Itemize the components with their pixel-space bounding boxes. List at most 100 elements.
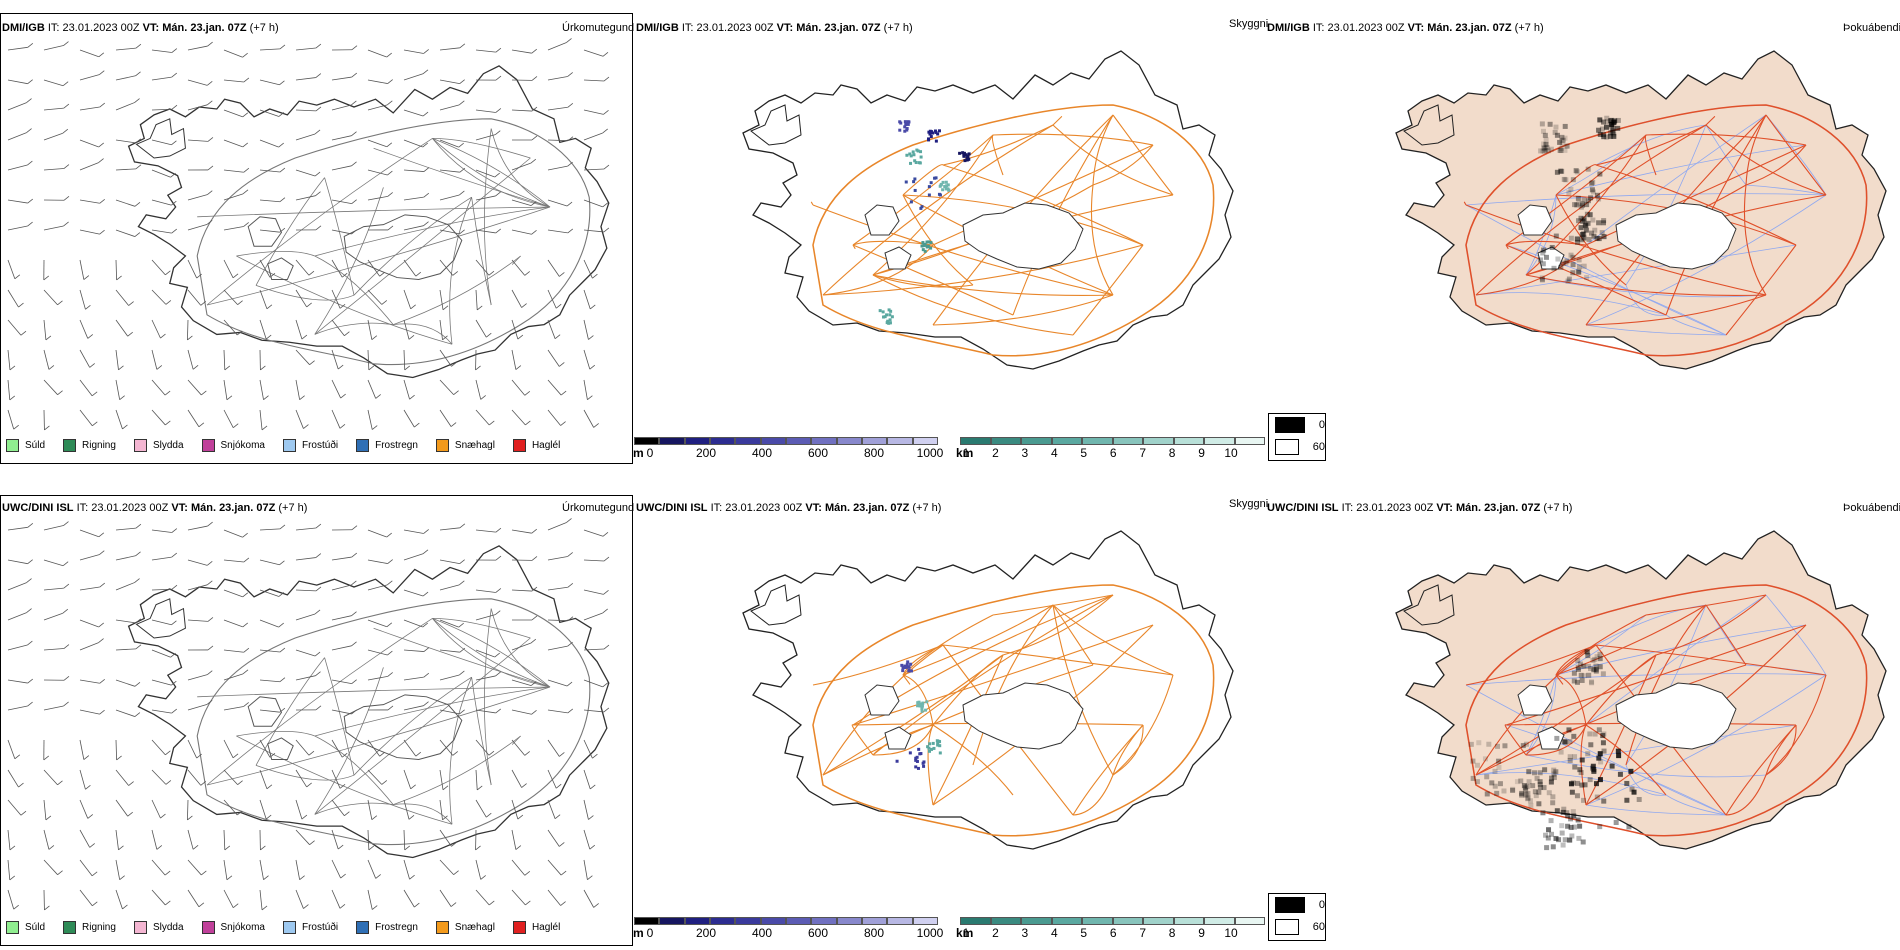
fog-cell: [1574, 236, 1580, 242]
visibility-cell: [904, 122, 908, 126]
fog-cell: [1584, 211, 1590, 217]
wind-barb: [115, 75, 136, 81]
wind-barb: [151, 108, 173, 111]
wind-barb: [187, 139, 208, 142]
wind-barb-feather: [524, 391, 531, 396]
wind-barb-feather: [171, 228, 178, 234]
wind-barb: [367, 379, 377, 399]
wind-barb-feather: [171, 72, 178, 78]
wind-barb-feather: [495, 108, 502, 113]
fog-cell: [1565, 278, 1571, 284]
wind-barb: [331, 349, 339, 370]
wind-barb-feather: [62, 608, 69, 614]
wind-barb-feather: [156, 845, 163, 850]
fog-cell: [1597, 651, 1603, 657]
legend-swatch: [201, 921, 215, 934]
wind-barb-feather: [27, 198, 34, 204]
road-line: [1645, 133, 1807, 146]
wind-barb-feather: [20, 330, 27, 336]
wind-barb-feather: [410, 304, 416, 310]
wind-barb: [223, 529, 243, 538]
fog-cell: [1600, 119, 1606, 125]
road-line: [314, 157, 531, 335]
wind-barb: [151, 769, 167, 785]
visibility-cell: [926, 745, 930, 749]
wind-barb: [439, 349, 452, 367]
wind-barb-feather: [452, 271, 458, 276]
colorbar-tick-label: 7: [1139, 926, 1146, 940]
wind-barb: [367, 259, 381, 277]
fog-cell: [1604, 115, 1610, 121]
visibility-cell: [916, 766, 920, 770]
fog-cell: [1532, 789, 1538, 795]
wind-barb-feather: [459, 167, 466, 173]
fog-cell: [1603, 124, 1609, 130]
wind-barb: [367, 889, 373, 910]
fog-cell: [1540, 148, 1546, 154]
visibility-cell: [887, 308, 891, 312]
wind-barb-feather: [263, 875, 269, 880]
fog-cell: [1574, 169, 1580, 175]
wind-barb: [367, 649, 388, 656]
wind-barb: [151, 799, 161, 819]
precip-legend-item: Snjókoma: [201, 439, 265, 452]
wind-barb: [331, 769, 341, 789]
wind-barb: [403, 619, 423, 628]
fog-cell: [1575, 780, 1581, 786]
road-line: [822, 244, 934, 296]
wind-barb-feather: [339, 904, 346, 909]
road-line: [511, 255, 521, 265]
fog-cell: [1596, 220, 1602, 226]
wind-barb: [7, 859, 11, 880]
fog-cell: [1571, 670, 1577, 676]
road-line: [852, 244, 1014, 316]
wind-barb: [151, 229, 172, 234]
wind-barb-feather: [57, 870, 63, 875]
fog-map-2: [1395, 530, 1887, 851]
wind-barb-feather: [351, 679, 357, 684]
wind-barb-feather: [201, 390, 207, 396]
wind-barb: [223, 289, 238, 305]
wind-barb: [475, 529, 496, 533]
wind-barb: [259, 379, 264, 400]
wind-barb-feather: [99, 229, 105, 235]
colorbar-segment: [836, 917, 862, 925]
road-line: [1465, 204, 1767, 296]
wind-barb-feather: [134, 682, 141, 687]
wind-barb: [223, 829, 226, 850]
wind-barb: [475, 739, 490, 756]
iceland-coastline: [742, 50, 1234, 370]
wind-barb: [583, 739, 593, 759]
it-value: 23.01.2023 00Z: [696, 22, 774, 34]
visibility-cell: [914, 756, 918, 760]
wind-barb-feather: [451, 362, 457, 367]
wind-barb-feather: [531, 528, 537, 534]
wind-barb-feather: [495, 75, 502, 81]
visibility-cell: [937, 129, 941, 133]
fog-cell: [1560, 260, 1566, 266]
wind-barb: [7, 289, 19, 308]
wind-barb: [547, 709, 568, 714]
wind-barb-feather: [27, 640, 33, 646]
legend-swatch: [6, 921, 19, 934]
panel-title-fog-1: Þokuábendi: [1843, 22, 1900, 34]
road-line: [1555, 194, 1627, 286]
fog-legend-swatch: [1275, 919, 1299, 935]
road-line: [314, 802, 394, 815]
wind-barb-feather: [415, 271, 422, 277]
visibility-cell: [925, 240, 929, 244]
wind-barb: [259, 319, 267, 340]
wind-barb: [547, 229, 568, 234]
wind-barb: [475, 169, 495, 178]
wind-barb-feather: [171, 680, 177, 686]
visibility-cell: [930, 747, 934, 751]
fog-cell: [1474, 779, 1480, 785]
wind-barb-feather: [351, 552, 358, 558]
wind-barb-feather: [587, 875, 593, 881]
glacier-outline: [343, 214, 463, 281]
legend-label: Slydda: [152, 440, 184, 451]
legend-label: Snjókoma: [220, 440, 265, 451]
wind-barb-feather: [371, 815, 378, 820]
wind-barb: [439, 527, 460, 531]
colorbar-unit: km: [956, 446, 974, 460]
